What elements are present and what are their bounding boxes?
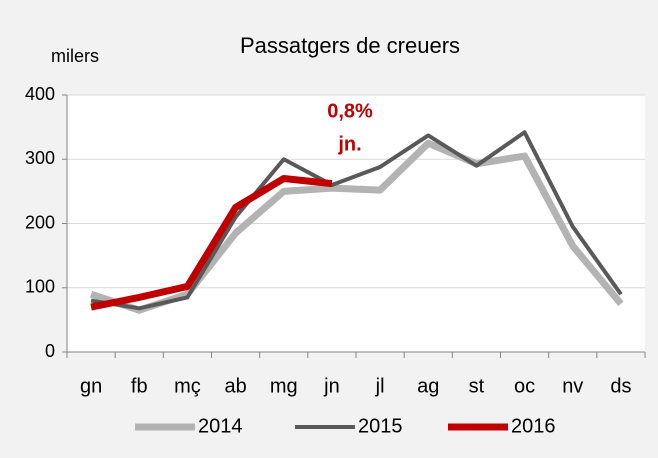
y-tick-label: 0: [45, 341, 55, 361]
x-tick-label: jl: [375, 375, 385, 397]
x-tick-label: nv: [562, 375, 583, 397]
x-tick-label: gn: [80, 375, 102, 397]
series-line: [89, 139, 624, 314]
y-tick-label: 300: [25, 148, 55, 168]
series-line: [90, 175, 333, 311]
annotation: 0,8%: [327, 100, 373, 122]
y-tick-label: 400: [25, 84, 55, 104]
x-tick-label: mg: [270, 375, 298, 397]
x-tick-label: mç: [174, 375, 201, 397]
x-tick-label: st: [469, 375, 485, 397]
legend-label: 2015: [358, 415, 403, 437]
x-tick-label: ag: [417, 375, 439, 397]
y-tick-label: 100: [25, 277, 55, 297]
legend-label: 2014: [198, 415, 243, 437]
legend-label: 2016: [511, 415, 556, 437]
x-tick-label: ds: [610, 375, 631, 397]
series-line: [90, 130, 623, 311]
y-axis-label: milers: [51, 46, 99, 66]
y-tick-label: 200: [25, 212, 55, 232]
annotation: jn.: [337, 133, 361, 155]
x-tick-label: fb: [131, 375, 148, 397]
chart-title: Passatgers de creuers: [240, 33, 460, 58]
x-tick-label: jn: [323, 375, 340, 397]
x-tick-label: oc: [514, 375, 535, 397]
x-tick-label: ab: [224, 375, 246, 397]
